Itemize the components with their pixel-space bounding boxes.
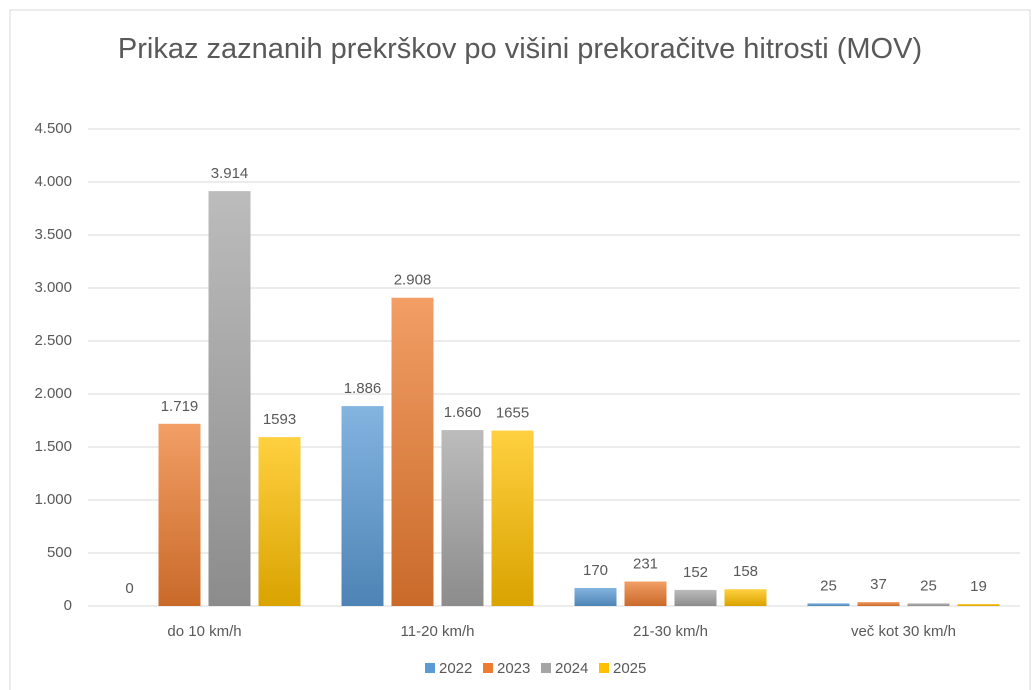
- y-tick-label: 1.500: [34, 438, 72, 455]
- legend-label: 2022: [439, 660, 472, 677]
- bar: [957, 603, 1000, 606]
- legend-label: 2023: [497, 660, 530, 677]
- y-tick-label: 2.000: [34, 385, 72, 402]
- bar: [258, 437, 301, 606]
- x-tick-label: do 10 km/h: [167, 623, 241, 640]
- y-tick-label: 4.000: [34, 173, 72, 190]
- legend-swatch: [483, 663, 493, 673]
- bar: [907, 603, 950, 606]
- bar: [158, 423, 201, 606]
- chart-title: Prikaz zaznanih prekrškov po višini prek…: [117, 33, 923, 65]
- y-tick-label: 3.000: [34, 279, 72, 296]
- x-tick-label: 21-30 km/h: [633, 623, 708, 640]
- y-tick-label: 1.000: [34, 491, 72, 508]
- y-tick-label: 0: [64, 597, 72, 614]
- bar: [674, 589, 717, 606]
- value-label: 152: [683, 564, 708, 581]
- y-tick-label: 3.500: [34, 226, 72, 243]
- value-label: 37: [870, 576, 887, 593]
- value-label: 3.914: [211, 165, 249, 182]
- legend-swatch: [599, 663, 609, 673]
- value-label: 25: [920, 577, 937, 594]
- value-label: 25: [820, 577, 837, 594]
- bar: [724, 589, 767, 606]
- bar: [341, 406, 384, 606]
- legend-swatch: [541, 663, 551, 673]
- bar: [391, 297, 434, 606]
- value-label: 1.719: [161, 398, 199, 415]
- value-label: 2.908: [394, 272, 432, 289]
- legend-swatch: [425, 663, 435, 673]
- y-tick-label: 500: [47, 544, 72, 561]
- bar: [857, 602, 900, 606]
- x-tick-label: več kot 30 km/h: [851, 623, 956, 640]
- bar: [574, 587, 617, 606]
- x-tick-label: 11-20 km/h: [401, 623, 475, 640]
- legend-label: 2025: [613, 660, 646, 677]
- value-label: 231: [633, 555, 658, 572]
- value-label: 170: [583, 562, 608, 579]
- bar: [807, 603, 850, 606]
- value-label: 1655: [496, 405, 529, 422]
- y-tick-label: 2.500: [34, 332, 72, 349]
- y-tick-label: 4.500: [34, 120, 72, 137]
- value-label: 0: [125, 580, 133, 597]
- bar: [624, 581, 667, 606]
- chart-frame: [9, 9, 1031, 690]
- legend-label: 2024: [555, 660, 588, 677]
- value-label: 1.660: [444, 404, 482, 421]
- value-label: 158: [733, 563, 758, 580]
- bar: [441, 430, 484, 606]
- bar: [491, 430, 534, 606]
- value-label: 1593: [263, 411, 296, 428]
- value-label: 1.886: [344, 380, 382, 397]
- value-label: 19: [970, 578, 987, 595]
- bar: [208, 191, 251, 606]
